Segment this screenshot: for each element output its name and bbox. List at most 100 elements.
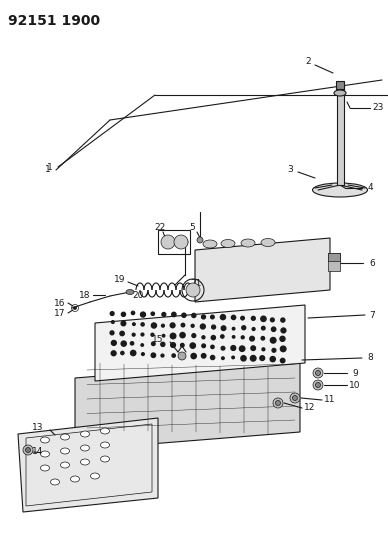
Circle shape [261,316,266,321]
Circle shape [161,324,165,327]
Ellipse shape [61,448,69,454]
Circle shape [232,336,235,338]
Circle shape [222,357,224,359]
Circle shape [151,333,154,336]
Ellipse shape [40,465,50,471]
Polygon shape [18,418,158,512]
Text: 4: 4 [367,183,373,192]
Circle shape [170,333,176,339]
Circle shape [130,342,134,345]
Circle shape [239,346,245,351]
Text: 2: 2 [305,58,311,67]
Ellipse shape [61,434,69,440]
Circle shape [251,317,255,320]
Polygon shape [95,305,305,381]
Circle shape [250,356,256,361]
Circle shape [241,356,246,361]
Circle shape [313,380,323,390]
Text: 19: 19 [114,276,126,285]
Ellipse shape [80,459,90,465]
Circle shape [110,331,114,335]
Ellipse shape [40,437,50,443]
Circle shape [281,328,286,333]
Circle shape [200,324,205,329]
Circle shape [202,344,206,348]
Circle shape [162,312,166,317]
Circle shape [211,356,215,360]
Ellipse shape [61,462,69,468]
Circle shape [201,315,206,319]
Text: 7: 7 [369,311,375,319]
Circle shape [151,353,156,358]
Circle shape [171,343,175,348]
Ellipse shape [261,238,275,246]
Circle shape [280,336,285,341]
Circle shape [140,312,146,317]
Circle shape [231,316,236,320]
Circle shape [120,332,124,336]
Circle shape [221,326,226,330]
Circle shape [172,354,175,357]
Ellipse shape [334,90,346,96]
Ellipse shape [90,473,99,479]
Circle shape [270,337,276,343]
Polygon shape [75,360,300,450]
Circle shape [121,341,126,346]
Text: 21: 21 [190,279,202,287]
Text: 9: 9 [352,368,358,377]
Circle shape [293,395,298,400]
Circle shape [313,368,323,378]
Circle shape [315,370,320,376]
Circle shape [241,317,244,320]
Circle shape [182,239,188,245]
Circle shape [73,306,76,310]
Circle shape [232,356,234,359]
Circle shape [110,312,114,316]
Circle shape [232,327,235,330]
Circle shape [231,345,236,350]
Circle shape [180,343,184,347]
Circle shape [141,333,144,336]
Text: 20: 20 [132,290,144,300]
Text: 1: 1 [47,163,53,172]
Circle shape [132,333,135,336]
Circle shape [211,336,215,340]
Ellipse shape [100,428,109,434]
Circle shape [315,383,320,387]
Circle shape [270,357,275,362]
Ellipse shape [50,479,59,485]
Ellipse shape [100,442,109,448]
Circle shape [133,323,135,326]
Circle shape [151,312,154,316]
Circle shape [132,311,135,314]
Circle shape [290,393,300,403]
Ellipse shape [40,451,50,457]
Circle shape [141,344,144,346]
Bar [328,253,340,261]
Text: 92151 1900: 92151 1900 [8,14,100,28]
Circle shape [161,354,164,357]
Circle shape [182,354,185,358]
Circle shape [250,336,255,341]
Circle shape [281,318,285,322]
Ellipse shape [186,283,200,297]
Circle shape [180,333,185,338]
Circle shape [141,323,144,326]
Circle shape [262,326,265,330]
Circle shape [281,358,285,363]
Circle shape [161,342,165,346]
Circle shape [121,321,126,326]
Circle shape [252,328,255,330]
Circle shape [181,324,185,327]
Circle shape [202,336,205,339]
Text: 6: 6 [369,259,375,268]
Circle shape [130,350,136,356]
Circle shape [260,356,265,360]
Text: 18: 18 [79,290,91,300]
Ellipse shape [80,431,90,437]
Bar [336,81,344,89]
Text: 3: 3 [287,166,293,174]
Bar [337,87,344,185]
Circle shape [242,326,246,330]
Circle shape [221,346,225,350]
